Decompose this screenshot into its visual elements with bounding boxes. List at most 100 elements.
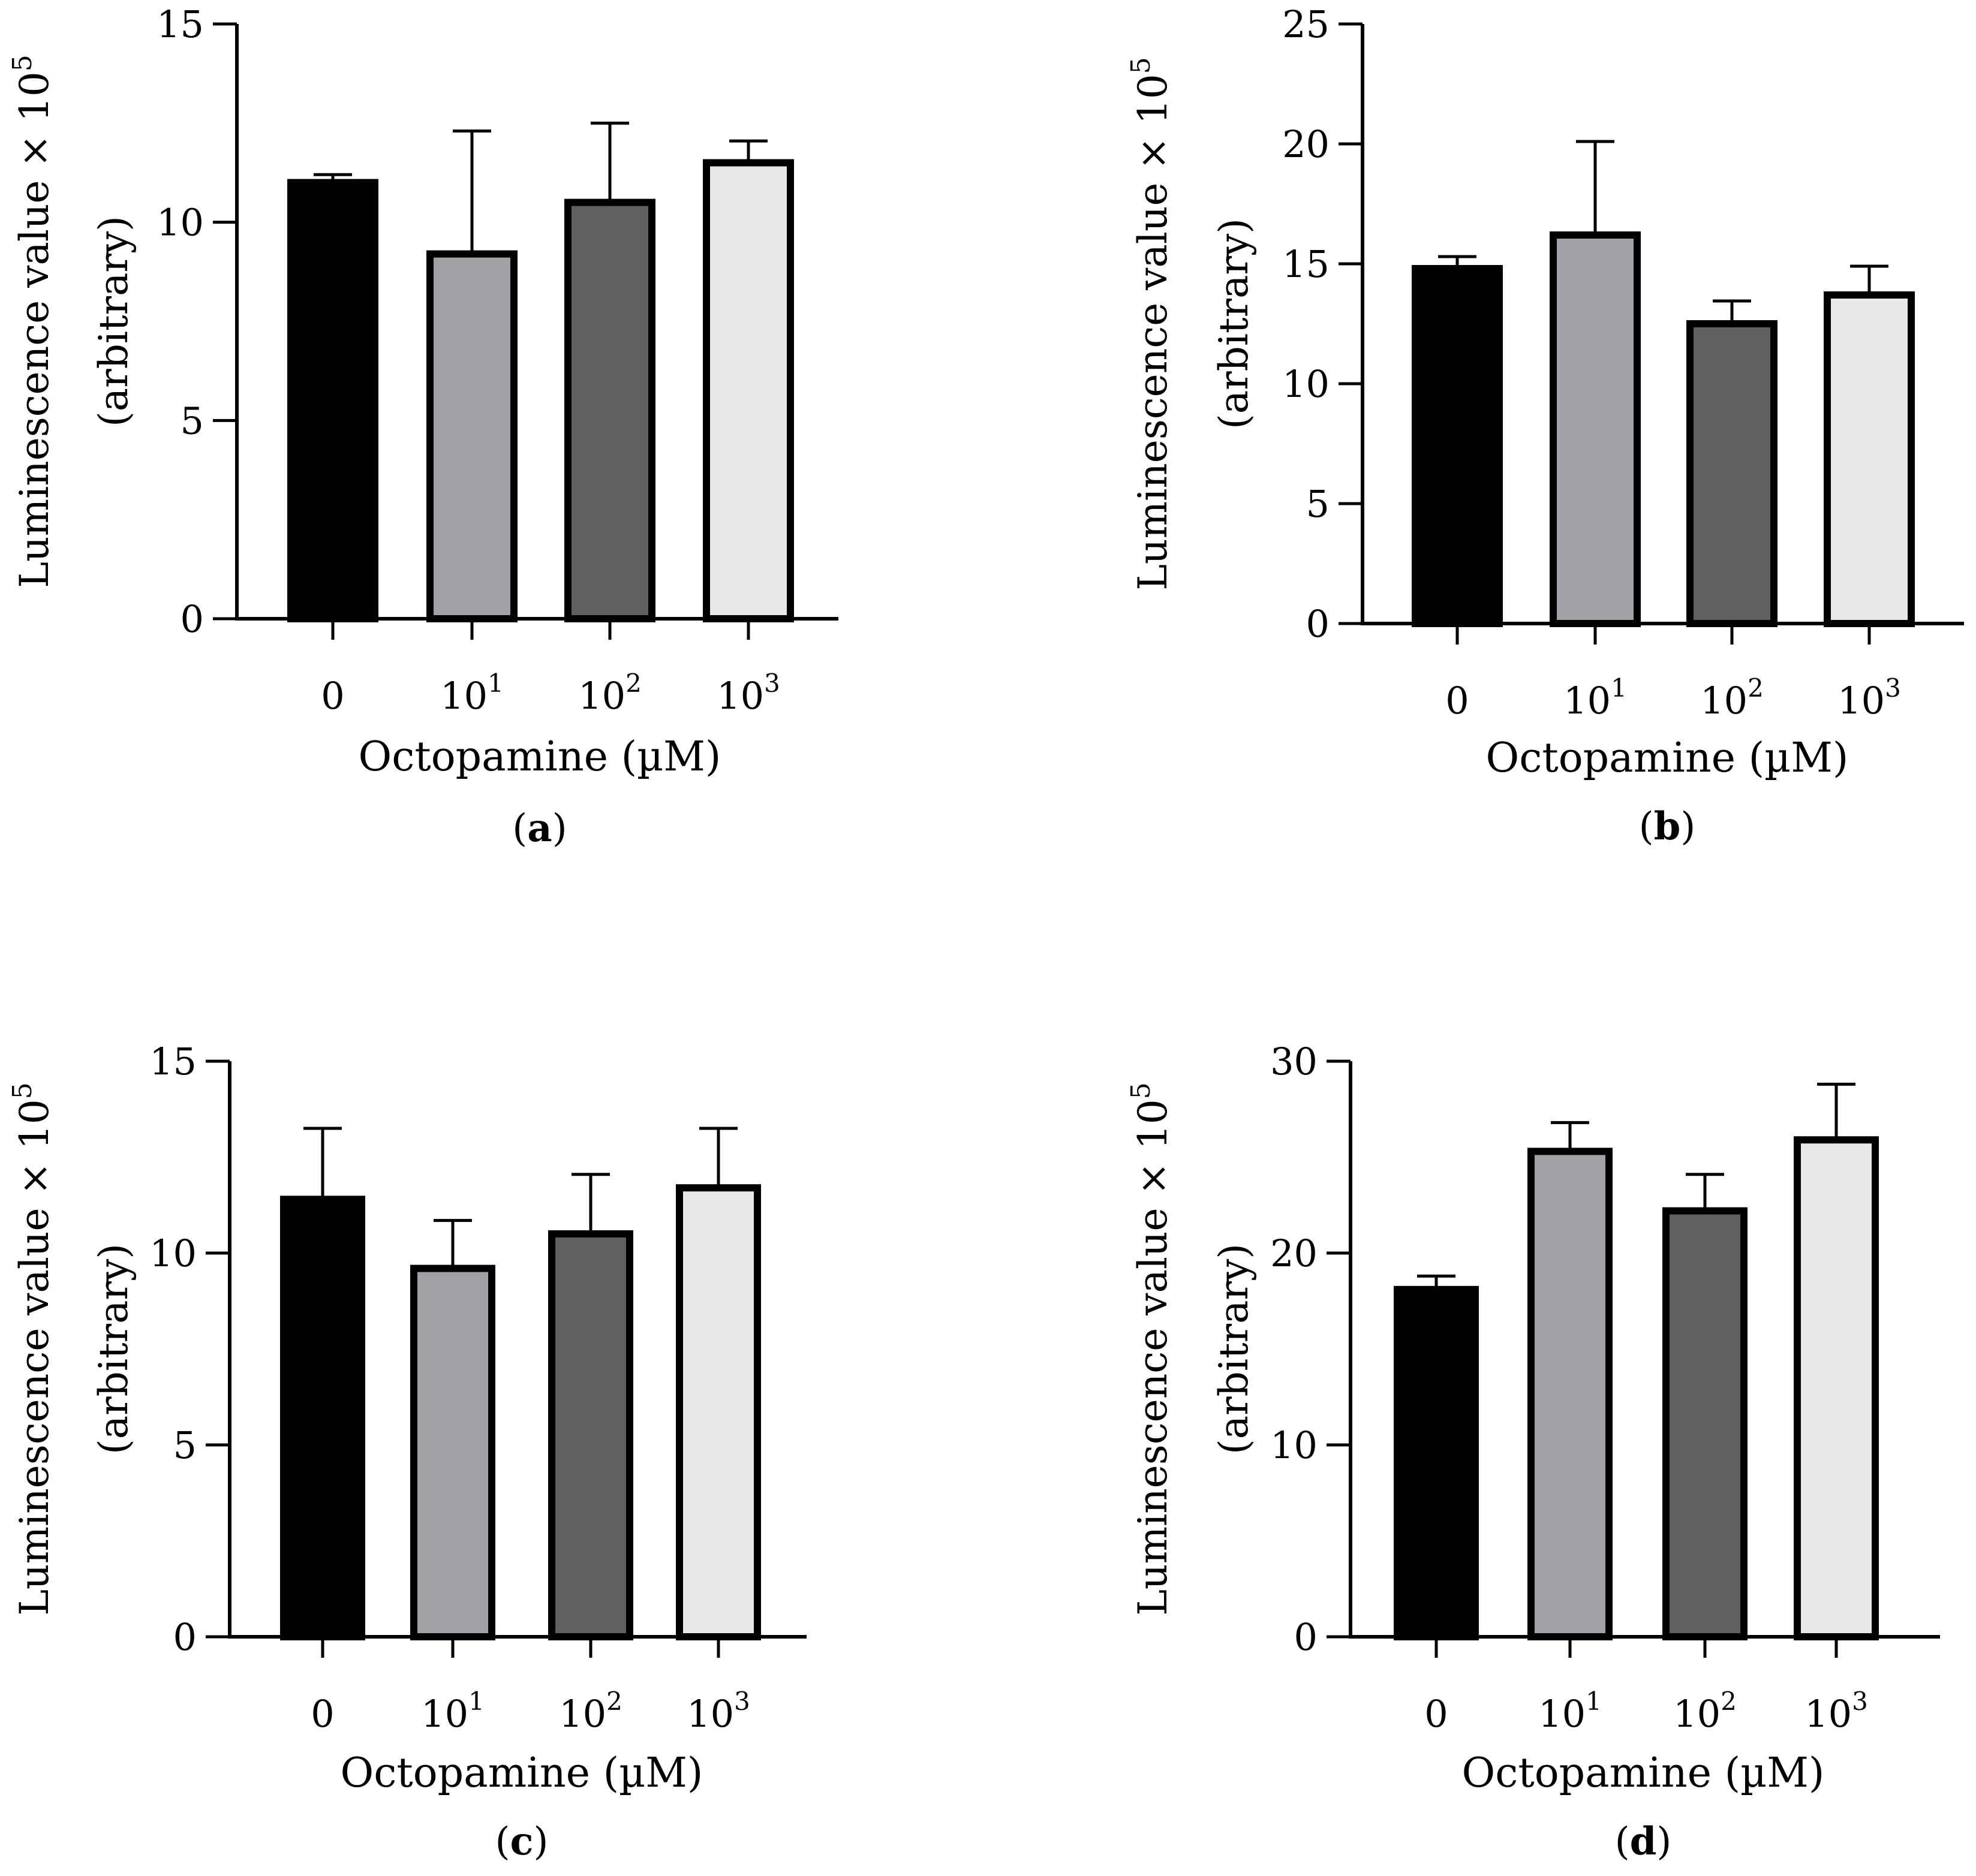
x-tick-label-exponent: 1	[1586, 1687, 1602, 1716]
x-tick-label-base: 10	[440, 674, 488, 718]
x-tick-label: 101	[1538, 1687, 1602, 1736]
x-tick-label: 102	[1673, 1687, 1737, 1736]
y-tick-label: 0	[181, 597, 204, 641]
x-tick-label: 0	[1445, 679, 1469, 722]
bar	[280, 1196, 365, 1640]
x-tick-label: 103	[717, 669, 780, 718]
y-tick-label: 15	[157, 2, 204, 46]
y-axis-title-exponent: 5	[1126, 1082, 1156, 1099]
bar	[676, 1184, 761, 1640]
bar	[1686, 320, 1778, 627]
panel-label-letter: a	[527, 806, 552, 851]
y-tick-label: 15	[1282, 242, 1330, 286]
bar	[1824, 291, 1915, 627]
x-tick-label-exponent: 2	[606, 1687, 622, 1716]
panel-label-open: (	[1615, 1820, 1630, 1864]
y-tick-label: 15	[149, 1040, 197, 1083]
y-tick-label: 0	[1294, 1615, 1318, 1659]
x-tick-label: 103	[687, 1687, 750, 1736]
y-tick-label: 10	[1270, 1423, 1318, 1467]
y-axis-title-text: Luminescence value × 10	[1130, 74, 1176, 591]
panel-label: (a)	[512, 806, 567, 851]
y-tick-label: 10	[149, 1231, 197, 1275]
bar	[287, 179, 378, 622]
x-axis-title: Octopamine (µM)	[341, 1749, 703, 1797]
y-tick-label: 20	[1270, 1231, 1318, 1275]
x-tick-label-base: 0	[1445, 679, 1469, 722]
y-axis-title-text: Luminescence value × 10	[1130, 1099, 1176, 1616]
x-tick-label-base: 10	[1563, 679, 1611, 722]
x-tick-label-exponent: 2	[1721, 1687, 1737, 1716]
panel-label-letter: d	[1630, 1819, 1657, 1864]
x-tick-label-base: 10	[578, 674, 625, 718]
y-axis-title-line1: Luminescence value × 105	[7, 55, 58, 588]
y-tick-label: 20	[1282, 122, 1330, 166]
bar	[1550, 231, 1641, 627]
panel-label-open: (	[495, 1820, 510, 1864]
x-tick-label-base: 10	[717, 674, 764, 718]
x-tick-label: 102	[1700, 673, 1764, 722]
x-tick-label-base: 10	[421, 1692, 468, 1736]
x-axis-title: Octopamine (µM)	[1486, 734, 1849, 782]
x-tick-label: 102	[578, 669, 642, 718]
y-tick-label: 10	[157, 201, 204, 245]
x-tick-label-base: 10	[1700, 679, 1748, 722]
panel-label-close: )	[1656, 1820, 1671, 1864]
x-tick-label-base: 10	[1837, 679, 1885, 722]
bar	[564, 198, 655, 623]
x-tick-label: 101	[1563, 673, 1627, 722]
panel-label: (d)	[1615, 1819, 1672, 1864]
x-tick-label-exponent: 2	[625, 669, 642, 698]
x-tick-label-exponent: 2	[1748, 673, 1764, 703]
y-tick-label: 5	[173, 1423, 197, 1467]
panel-label: (c)	[495, 1819, 549, 1864]
x-tick-label-exponent: 1	[488, 669, 504, 698]
y-tick-label: 25	[1282, 2, 1330, 46]
bar	[1527, 1148, 1613, 1640]
x-tick-label-base: 10	[1538, 1692, 1586, 1736]
bar	[1394, 1285, 1479, 1641]
bar	[410, 1264, 495, 1641]
x-tick-label-exponent: 1	[1611, 673, 1627, 703]
y-axis-title-text: Luminescence value × 10	[11, 1099, 58, 1616]
bar	[548, 1230, 633, 1640]
panel-label-open: (	[512, 806, 527, 851]
y-tick-label: 10	[1282, 362, 1330, 406]
x-tick-label: 103	[1837, 673, 1901, 722]
y-tick-label: 0	[1306, 602, 1330, 646]
x-tick-label: 101	[421, 1687, 485, 1736]
panel-label: (b)	[1639, 804, 1696, 849]
bar	[1794, 1136, 1879, 1640]
x-tick-label: 0	[311, 1692, 334, 1736]
bar	[703, 159, 794, 622]
y-axis-title-line2: (arbitrary)	[91, 1243, 137, 1455]
x-tick-label-exponent: 3	[1852, 1687, 1868, 1716]
x-axis-title: Octopamine (µM)	[1462, 1749, 1825, 1797]
x-tick-label-exponent: 3	[734, 1687, 750, 1716]
x-tick-label: 101	[440, 669, 504, 718]
x-tick-label-base: 0	[311, 1692, 334, 1736]
y-axis-title-exponent: 5	[1126, 57, 1156, 74]
x-tick-label-base: 10	[1673, 1692, 1721, 1736]
x-tick-label: 0	[1424, 1692, 1448, 1736]
y-axis-title-exponent: 5	[7, 55, 38, 71]
y-axis-title-line2: (arbitrary)	[1211, 1243, 1257, 1455]
x-tick-label-base: 0	[1424, 1692, 1448, 1736]
y-tick-label: 5	[1306, 482, 1330, 526]
x-tick-label-base: 10	[687, 1692, 734, 1736]
bar	[426, 250, 518, 623]
y-axis-title-text: Luminescence value × 10	[11, 71, 58, 588]
x-axis-title: Octopamine (µM)	[359, 733, 721, 781]
panel-label-close: )	[552, 806, 567, 851]
y-tick-label: 30	[1270, 1040, 1318, 1083]
panel-label-letter: c	[510, 1819, 534, 1864]
y-axis-title-line1: Luminescence value × 105	[1126, 1082, 1176, 1616]
y-axis-title-line2: (arbitrary)	[1211, 218, 1257, 429]
bar	[1662, 1207, 1748, 1640]
x-tick-label-exponent: 3	[764, 669, 780, 698]
